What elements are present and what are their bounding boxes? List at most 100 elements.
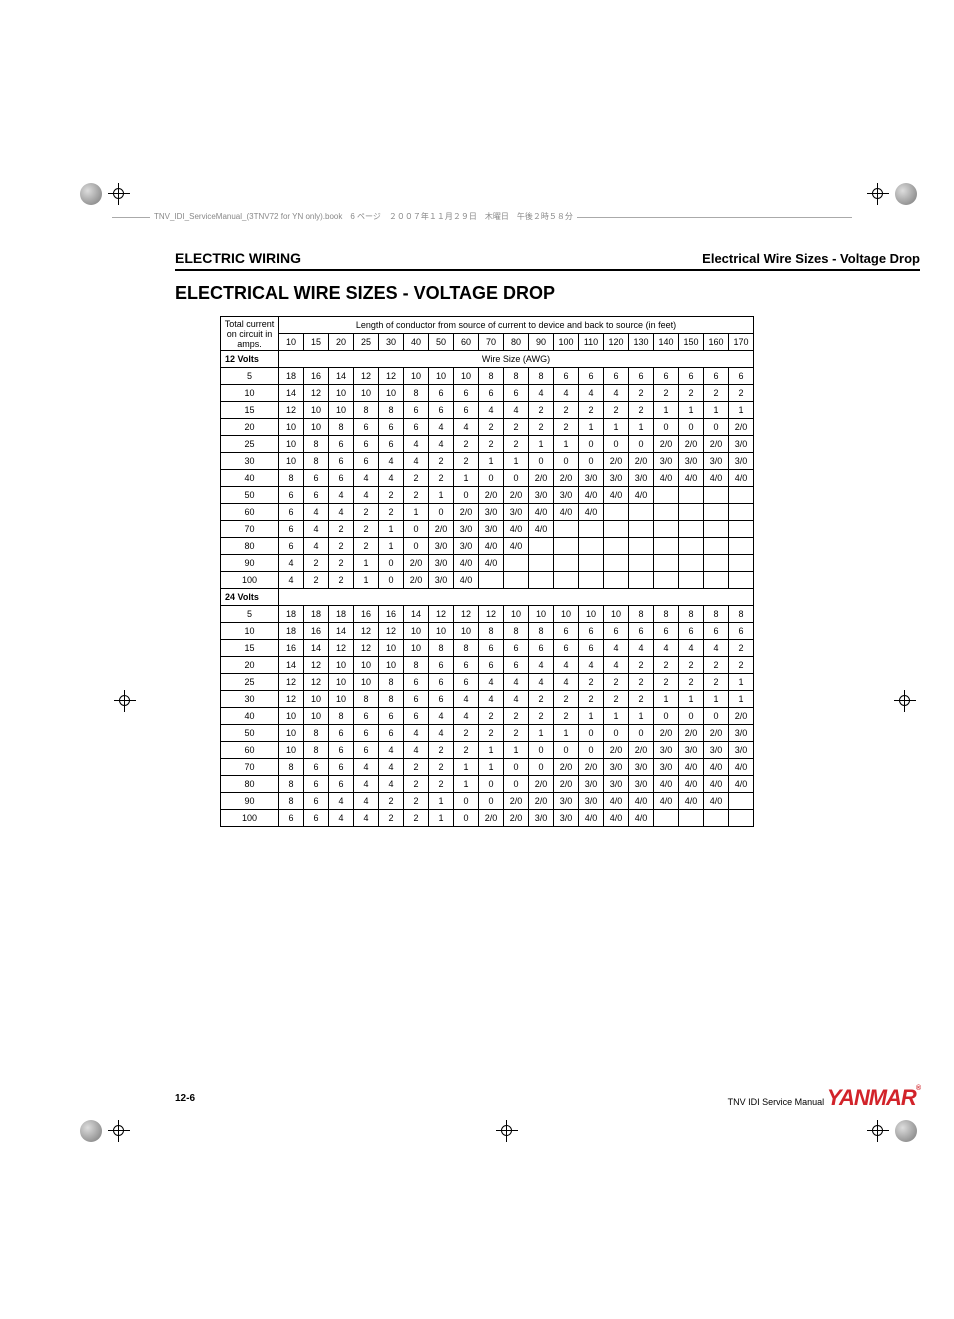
- wire-cell: 14: [329, 368, 354, 385]
- wire-cell: 2: [454, 742, 479, 759]
- wire-cell: 2/0: [729, 419, 754, 436]
- wire-cell: 0: [679, 419, 704, 436]
- wire-cell: 6: [354, 742, 379, 759]
- wire-cell: [679, 538, 704, 555]
- wire-cell: 4/0: [604, 793, 629, 810]
- wire-cell: 10: [279, 708, 304, 725]
- wire-cell: 3/0: [704, 453, 729, 470]
- wire-cell: 2: [404, 759, 429, 776]
- wire-cell: 6: [304, 793, 329, 810]
- wire-cell: 2/0: [704, 436, 729, 453]
- wire-cell: 18: [279, 623, 304, 640]
- wire-cell: 3/0: [629, 470, 654, 487]
- wire-cell: 3/0: [429, 555, 454, 572]
- wire-cell: 0: [704, 419, 729, 436]
- wire-cell: 6: [379, 725, 404, 742]
- table-row: 8086644221002/02/03/03/03/04/04/04/04/0: [221, 776, 754, 793]
- table-row: 5010866644222110002/02/02/03/0: [221, 725, 754, 742]
- wire-cell: [729, 487, 754, 504]
- wire-cell: 1: [679, 402, 704, 419]
- wire-cell: 4: [354, 810, 379, 827]
- wire-cell: 6: [579, 368, 604, 385]
- wire-cell: 10: [454, 368, 479, 385]
- wire-cell: 4/0: [679, 793, 704, 810]
- wire-cell: 2: [504, 436, 529, 453]
- wire-cell: 1: [679, 691, 704, 708]
- wire-cell: 4/0: [704, 793, 729, 810]
- wire-cell: 8: [504, 368, 529, 385]
- wire-cell: 6: [679, 368, 704, 385]
- table-row: 151210108866644222221111: [221, 402, 754, 419]
- wire-cell: 0: [529, 742, 554, 759]
- wire-cell: 6: [629, 368, 654, 385]
- wire-cell: 12: [304, 657, 329, 674]
- wire-cell: 2: [504, 419, 529, 436]
- amp-cell: 30: [221, 691, 279, 708]
- wire-cell: 3/0: [529, 810, 554, 827]
- wire-cell: 4: [379, 470, 404, 487]
- wire-cell: 1: [354, 572, 379, 589]
- wire-cell: 2: [729, 385, 754, 402]
- wire-cell: 1: [354, 555, 379, 572]
- wire-cell: 2: [329, 572, 354, 589]
- wire-cell: 3/0: [679, 453, 704, 470]
- voltage-label: 24 Volts: [221, 589, 279, 606]
- wire-cell: 2: [554, 708, 579, 725]
- wire-cell: [704, 487, 729, 504]
- wire-cell: 3/0: [579, 470, 604, 487]
- wire-cell: 2: [404, 776, 429, 793]
- wire-cell: 6: [329, 436, 354, 453]
- wire-cell: [629, 504, 654, 521]
- wire-cell: 6: [329, 470, 354, 487]
- length-col-header: 130: [629, 334, 654, 351]
- length-col-header: 80: [504, 334, 529, 351]
- wire-cell: 4/0: [654, 776, 679, 793]
- wire-cell: 6: [429, 402, 454, 419]
- wire-cell: 2: [404, 810, 429, 827]
- length-col-header: 40: [404, 334, 429, 351]
- wire-cell: 6: [704, 368, 729, 385]
- wire-cell: 1: [729, 674, 754, 691]
- wire-cell: 2: [604, 674, 629, 691]
- wire-cell: 4: [379, 776, 404, 793]
- wire-cell: 0: [479, 776, 504, 793]
- regmark-bot-center: [490, 1120, 518, 1142]
- regmark-bot-left: [80, 1120, 130, 1142]
- wire-cell: 2: [454, 436, 479, 453]
- wire-cell: 2: [429, 453, 454, 470]
- wire-cell: 2/0: [604, 453, 629, 470]
- wire-cell: [579, 538, 604, 555]
- wire-cell: 2/0: [654, 725, 679, 742]
- page-content: ELECTRIC WIRING Electrical Wire Sizes - …: [175, 195, 920, 827]
- span-header: Length of conductor from source of curre…: [279, 317, 754, 334]
- wire-cell: [704, 555, 729, 572]
- wire-cell: 4: [329, 487, 354, 504]
- wire-cell: 3/0: [629, 776, 654, 793]
- wire-cell: 6: [554, 368, 579, 385]
- wire-cell: 2/0: [529, 793, 554, 810]
- wire-cell: 0: [479, 793, 504, 810]
- wire-cell: 10: [329, 657, 354, 674]
- wire-cell: 4: [529, 657, 554, 674]
- wire-cell: 2: [379, 793, 404, 810]
- wire-cell: 4/0: [729, 776, 754, 793]
- table-row: 10141210101086666444422222: [221, 385, 754, 402]
- table-row: 4086644221002/02/03/03/03/04/04/04/04/0: [221, 470, 754, 487]
- amp-cell: 40: [221, 708, 279, 725]
- wire-cell: 6: [504, 385, 529, 402]
- wire-cell: 4/0: [679, 470, 704, 487]
- wire-cell: [704, 504, 729, 521]
- table-head: Total current on circuit in amps. Length…: [221, 317, 754, 351]
- wire-cell: 8: [654, 606, 679, 623]
- wire-cell: 2/0: [554, 776, 579, 793]
- wire-cell: 1: [529, 436, 554, 453]
- wire-cell: 4/0: [529, 521, 554, 538]
- wire-cell: [729, 810, 754, 827]
- wire-cell: 4: [329, 793, 354, 810]
- wire-cell: 18: [329, 606, 354, 623]
- wire-cell: 4: [479, 674, 504, 691]
- length-col-header: 90: [529, 334, 554, 351]
- wire-cell: 0: [454, 793, 479, 810]
- table-row: 806422103/03/04/04/0: [221, 538, 754, 555]
- wire-cell: 2: [504, 725, 529, 742]
